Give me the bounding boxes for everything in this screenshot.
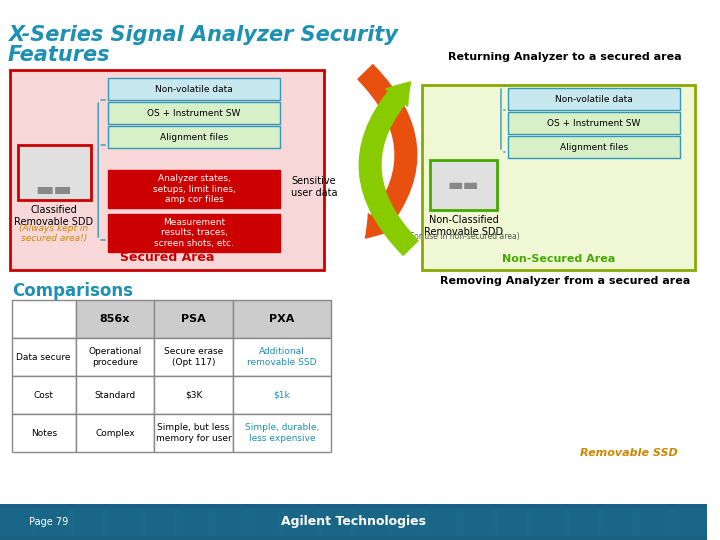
FancyBboxPatch shape bbox=[423, 85, 696, 270]
Text: $1k: $1k bbox=[274, 390, 290, 400]
Text: Analyzer states,
setups, limit lines,
amp cor files: Analyzer states, setups, limit lines, am… bbox=[153, 174, 235, 204]
FancyBboxPatch shape bbox=[173, 508, 216, 536]
FancyBboxPatch shape bbox=[18, 145, 91, 200]
FancyBboxPatch shape bbox=[12, 414, 76, 452]
FancyBboxPatch shape bbox=[12, 300, 76, 338]
Text: Comparisons: Comparisons bbox=[12, 282, 132, 300]
FancyBboxPatch shape bbox=[108, 170, 280, 208]
Text: Page 79: Page 79 bbox=[30, 517, 68, 527]
FancyBboxPatch shape bbox=[76, 300, 154, 338]
Text: Alignment files: Alignment files bbox=[160, 132, 228, 141]
FancyBboxPatch shape bbox=[154, 300, 233, 338]
FancyBboxPatch shape bbox=[208, 508, 251, 536]
FancyBboxPatch shape bbox=[12, 376, 76, 414]
FancyBboxPatch shape bbox=[108, 102, 280, 124]
Text: Features: Features bbox=[8, 45, 110, 65]
FancyBboxPatch shape bbox=[108, 214, 280, 252]
Text: (For use in non-secured area): (For use in non-secured area) bbox=[408, 232, 520, 241]
Text: Simple, durable,
less expensive: Simple, durable, less expensive bbox=[245, 423, 319, 443]
Text: PXA: PXA bbox=[269, 314, 294, 324]
FancyBboxPatch shape bbox=[233, 338, 331, 376]
FancyBboxPatch shape bbox=[0, 504, 707, 540]
FancyBboxPatch shape bbox=[10, 70, 324, 270]
FancyBboxPatch shape bbox=[154, 414, 233, 452]
Text: Removable SSD: Removable SSD bbox=[580, 448, 678, 458]
FancyBboxPatch shape bbox=[562, 508, 605, 536]
Text: Non-Classified
Removable SDD: Non-Classified Removable SDD bbox=[424, 215, 503, 237]
FancyBboxPatch shape bbox=[102, 508, 145, 536]
FancyArrowPatch shape bbox=[359, 82, 418, 255]
Text: 856x: 856x bbox=[100, 314, 130, 324]
Text: Sensitive
user data: Sensitive user data bbox=[291, 176, 337, 198]
FancyBboxPatch shape bbox=[32, 508, 75, 536]
FancyBboxPatch shape bbox=[233, 414, 331, 452]
FancyBboxPatch shape bbox=[508, 136, 680, 158]
Text: Non-Secured Area: Non-Secured Area bbox=[503, 254, 616, 264]
FancyBboxPatch shape bbox=[279, 508, 322, 536]
FancyBboxPatch shape bbox=[385, 508, 428, 536]
FancyBboxPatch shape bbox=[431, 160, 497, 210]
Text: Secured Area: Secured Area bbox=[120, 251, 214, 264]
FancyBboxPatch shape bbox=[12, 338, 76, 376]
FancyBboxPatch shape bbox=[243, 508, 287, 536]
FancyBboxPatch shape bbox=[633, 508, 676, 536]
FancyBboxPatch shape bbox=[108, 78, 280, 100]
Text: Operational
procedure: Operational procedure bbox=[89, 347, 142, 367]
FancyBboxPatch shape bbox=[233, 376, 331, 414]
Text: X-Series Signal Analyzer Security: X-Series Signal Analyzer Security bbox=[8, 25, 398, 45]
Text: Simple, but less
memory for user: Simple, but less memory for user bbox=[156, 423, 231, 443]
FancyBboxPatch shape bbox=[154, 376, 233, 414]
FancyBboxPatch shape bbox=[315, 508, 358, 536]
Text: OS + Instrument SW: OS + Instrument SW bbox=[547, 118, 641, 127]
FancyArrowPatch shape bbox=[358, 65, 417, 238]
Text: Removing Analyzer from a secured area: Removing Analyzer from a secured area bbox=[440, 276, 690, 286]
FancyBboxPatch shape bbox=[76, 414, 154, 452]
Text: Returning Analyzer to a secured area: Returning Analyzer to a secured area bbox=[448, 52, 682, 62]
FancyBboxPatch shape bbox=[350, 508, 393, 536]
Text: Cost: Cost bbox=[34, 390, 54, 400]
Text: Non-volatile data: Non-volatile data bbox=[555, 94, 633, 104]
Text: Complex: Complex bbox=[95, 429, 135, 437]
Text: Agilent Technologies: Agilent Technologies bbox=[281, 516, 426, 529]
Text: ▬▬: ▬▬ bbox=[448, 176, 480, 194]
FancyBboxPatch shape bbox=[668, 508, 711, 536]
Text: $3K: $3K bbox=[185, 390, 202, 400]
FancyBboxPatch shape bbox=[456, 508, 499, 536]
Text: PSA: PSA bbox=[181, 314, 206, 324]
Text: Data secure: Data secure bbox=[17, 353, 71, 361]
Text: Standard: Standard bbox=[94, 390, 135, 400]
Text: Alignment files: Alignment files bbox=[559, 143, 628, 152]
FancyBboxPatch shape bbox=[233, 300, 331, 338]
FancyBboxPatch shape bbox=[154, 338, 233, 376]
FancyBboxPatch shape bbox=[108, 126, 280, 148]
Text: Non-volatile data: Non-volatile data bbox=[155, 84, 233, 93]
FancyBboxPatch shape bbox=[508, 112, 680, 134]
FancyBboxPatch shape bbox=[67, 508, 110, 536]
FancyBboxPatch shape bbox=[491, 508, 534, 536]
FancyBboxPatch shape bbox=[76, 338, 154, 376]
FancyBboxPatch shape bbox=[138, 508, 181, 536]
Text: Additional
removable SSD: Additional removable SSD bbox=[247, 347, 317, 367]
Text: OS + Instrument SW: OS + Instrument SW bbox=[148, 109, 240, 118]
FancyBboxPatch shape bbox=[76, 376, 154, 414]
Text: Secure erase
(Opt 117): Secure erase (Opt 117) bbox=[164, 347, 223, 367]
Text: Classified
Removable SDD: Classified Removable SDD bbox=[14, 205, 94, 227]
FancyBboxPatch shape bbox=[508, 88, 680, 110]
FancyBboxPatch shape bbox=[526, 508, 570, 536]
Text: Measurement
results, traces,
screen shots, etc.: Measurement results, traces, screen shot… bbox=[154, 218, 234, 248]
FancyBboxPatch shape bbox=[420, 508, 464, 536]
FancyBboxPatch shape bbox=[597, 508, 641, 536]
Text: Notes: Notes bbox=[31, 429, 57, 437]
FancyBboxPatch shape bbox=[0, 508, 40, 536]
Text: (Always kept in
secured area!): (Always kept in secured area!) bbox=[19, 224, 89, 244]
Text: ▬▬: ▬▬ bbox=[36, 180, 73, 199]
